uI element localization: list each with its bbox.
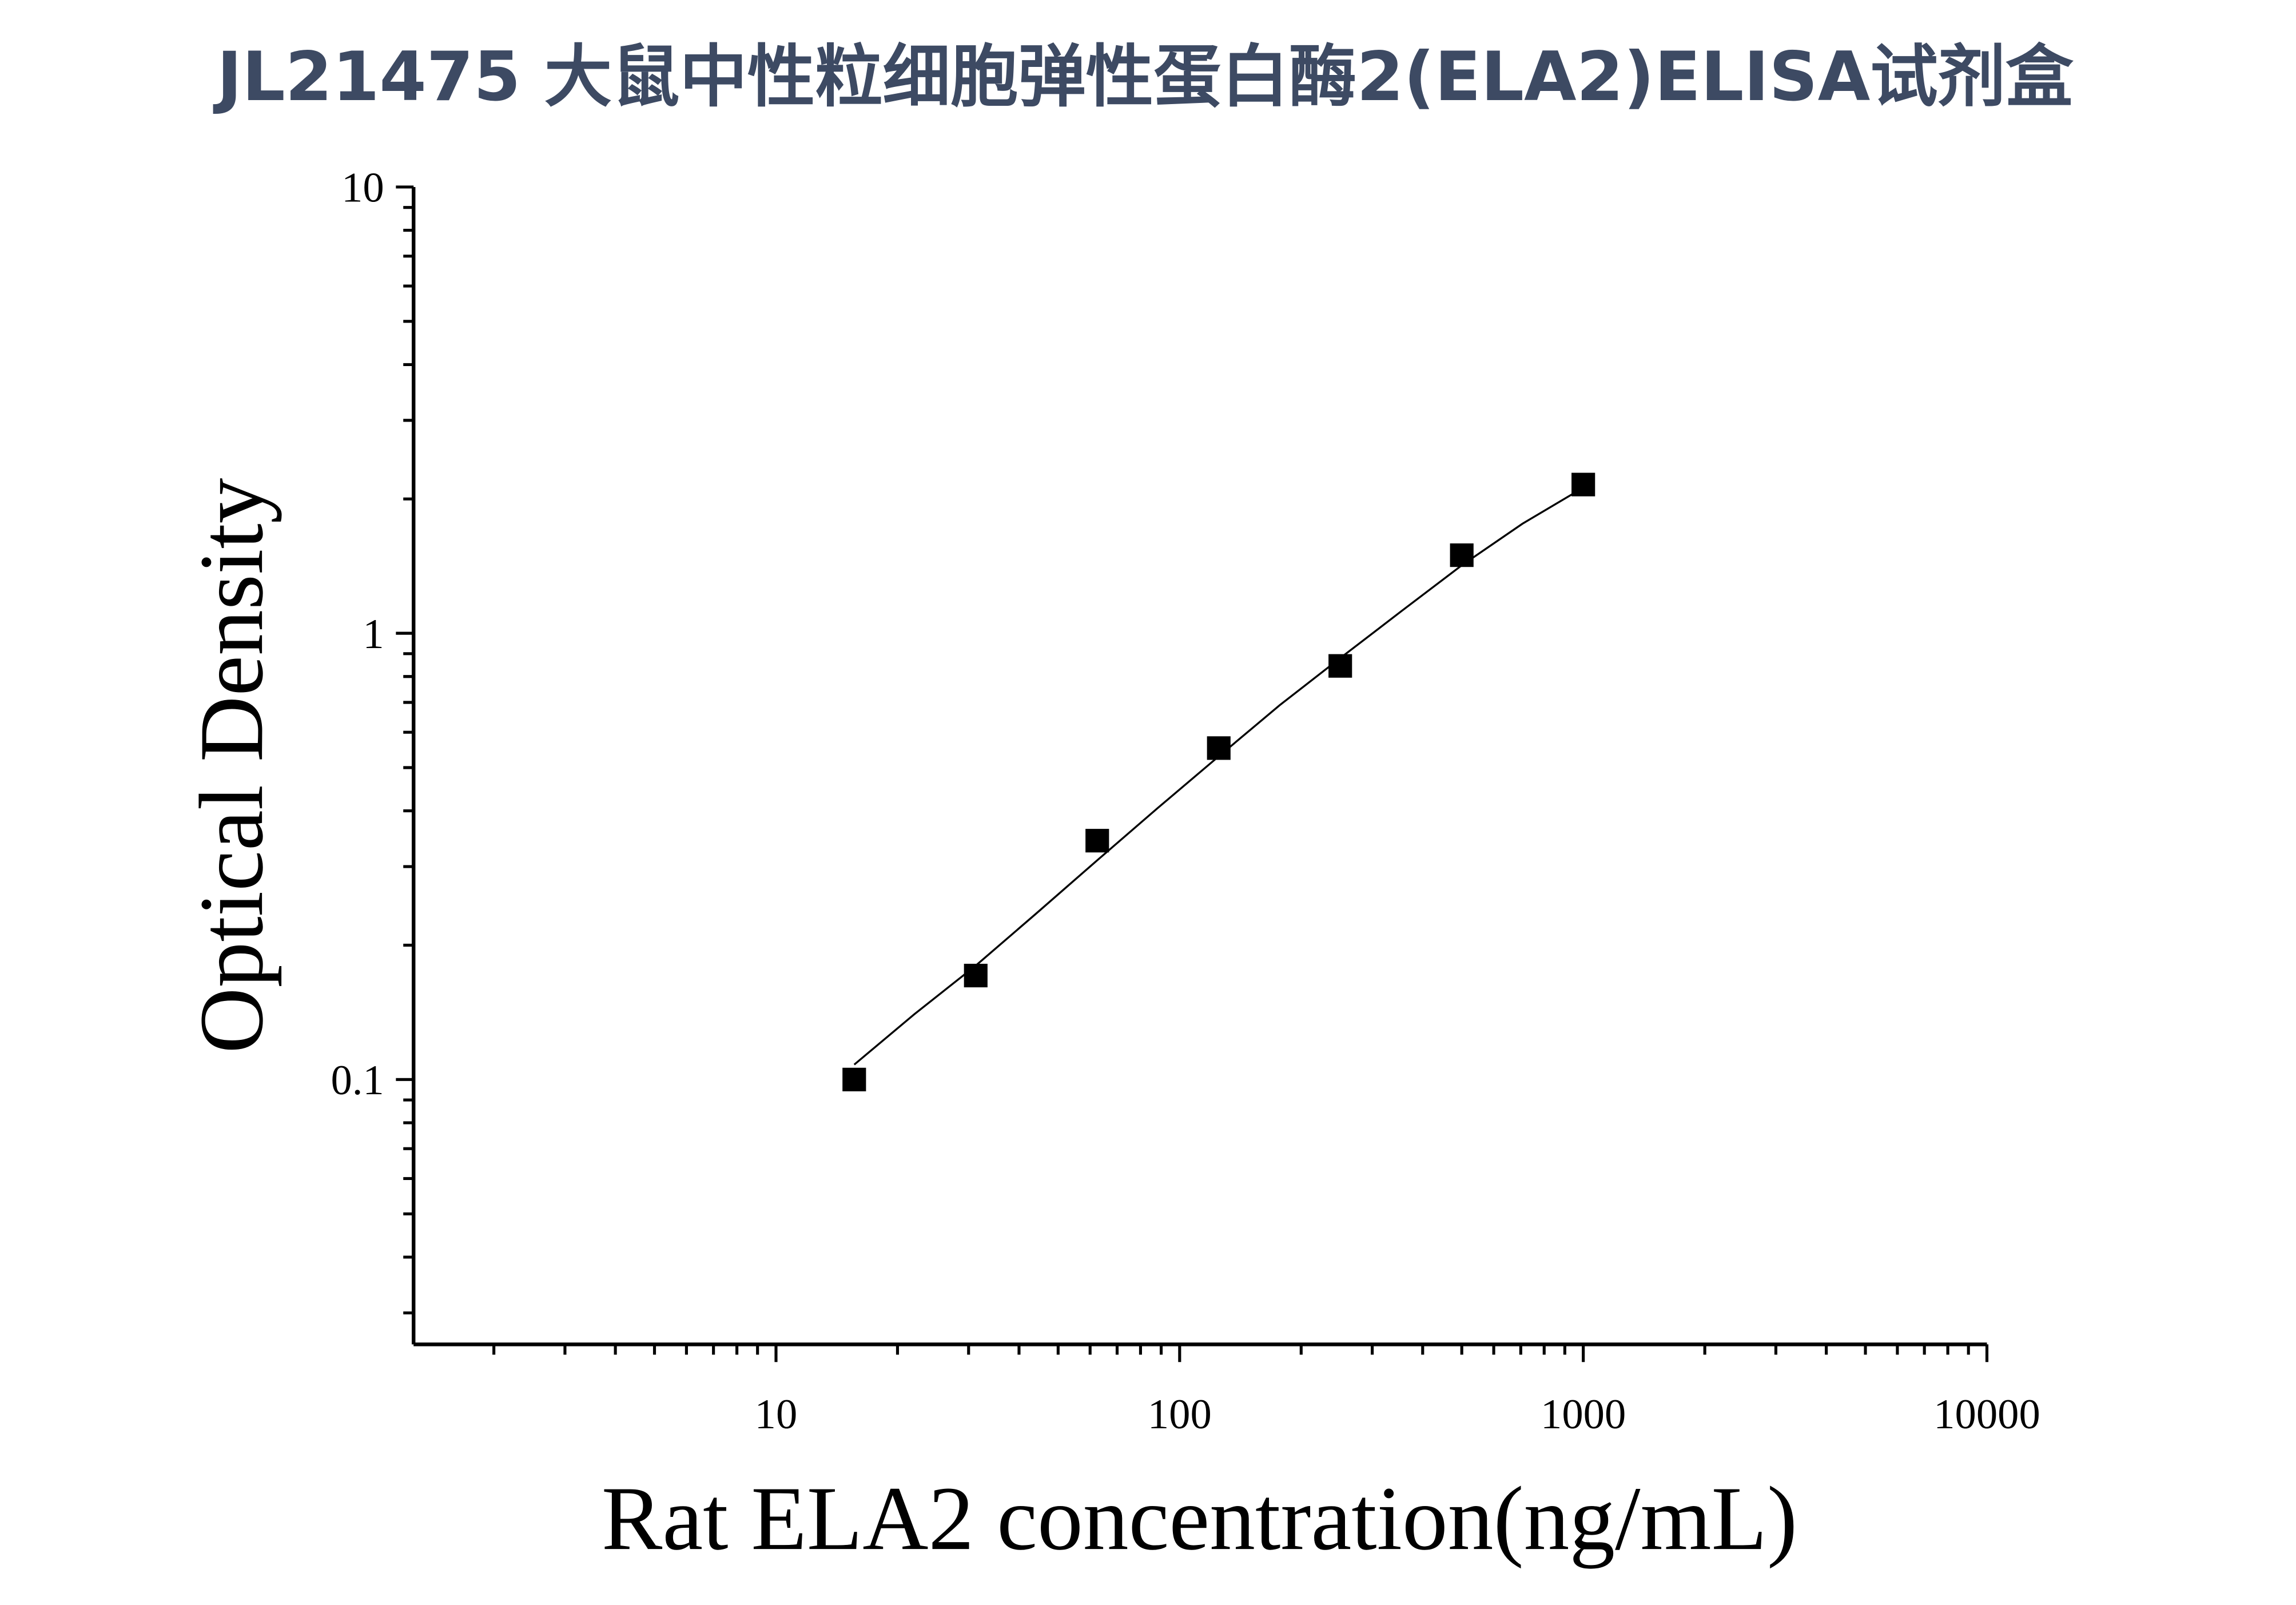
data-point	[1085, 829, 1109, 853]
data-point	[1328, 654, 1352, 678]
x-tick-label: 1000	[1541, 1391, 1626, 1438]
data-point	[1207, 736, 1231, 760]
data-point	[1450, 543, 1474, 567]
chart-title: JL21475 大鼠中性粒细胞弹性蛋白酶2(ELA2)ELISA试剂盒	[213, 37, 2074, 116]
data-point	[964, 963, 988, 988]
x-tick-label: 100	[1148, 1391, 1212, 1438]
x-axis-label: Rat ELA2 concentration(ng/mL)	[602, 1468, 1797, 1569]
y-tick-label: 10	[341, 164, 384, 212]
x-tick-label: 10000	[1933, 1391, 2040, 1438]
data-point	[1571, 472, 1595, 496]
fit-curve	[853, 487, 1584, 1066]
x-tick-label: 10	[755, 1391, 798, 1438]
y-axis-label: Optical Density	[181, 478, 282, 1053]
y-tick-label: 1	[363, 610, 384, 658]
data-point	[842, 1067, 866, 1091]
y-tick-label: 0.1	[331, 1056, 384, 1104]
